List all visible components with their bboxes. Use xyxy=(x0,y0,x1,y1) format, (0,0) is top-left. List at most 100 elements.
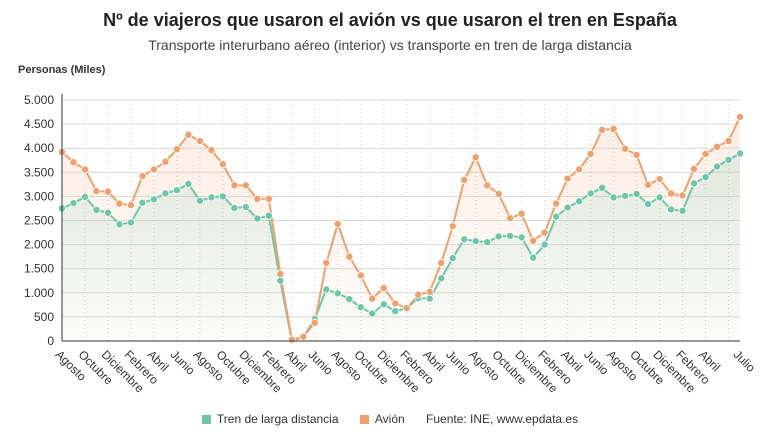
legend-label-avion: Avión xyxy=(374,411,405,426)
data-point-tren xyxy=(552,212,561,221)
data-point-avion xyxy=(678,191,687,200)
data-point-tren xyxy=(276,276,285,285)
data-point-avion xyxy=(667,189,676,198)
data-point-avion xyxy=(609,124,618,133)
data-point-tren xyxy=(724,155,733,164)
data-point-avion xyxy=(379,283,388,292)
data-point-tren xyxy=(425,294,434,303)
data-point-tren xyxy=(437,274,446,283)
data-point-tren xyxy=(483,238,492,247)
data-point-avion xyxy=(195,136,204,145)
x-tick-label: Julio xyxy=(731,347,759,375)
data-point-avion xyxy=(598,125,607,134)
data-point-tren xyxy=(621,191,630,200)
data-point-tren xyxy=(126,218,135,227)
data-point-tren xyxy=(678,206,687,215)
legend-item-tren: Tren de larga distancia xyxy=(201,412,339,426)
data-point-avion xyxy=(149,165,158,174)
data-point-tren xyxy=(655,193,664,202)
data-point-avion xyxy=(103,187,112,196)
data-point-avion xyxy=(115,199,124,208)
data-point-tren xyxy=(713,162,722,171)
x-tick-label: Junio xyxy=(581,347,611,377)
y-tick-label: 3.000 xyxy=(24,189,54,203)
data-point-avion xyxy=(655,175,664,184)
data-point-tren xyxy=(644,200,653,209)
data-point-avion xyxy=(425,287,434,296)
legend-swatch-avion xyxy=(359,414,369,424)
y-tick-label: 2.500 xyxy=(24,214,54,228)
data-point-tren xyxy=(264,211,273,220)
y-tick-label: 2.000 xyxy=(24,238,54,252)
data-point-tren xyxy=(529,253,538,262)
data-point-tren xyxy=(575,197,584,206)
data-point-avion xyxy=(529,236,538,245)
y-tick-label: 5.000 xyxy=(24,93,54,107)
y-axis-label: Personas (Miles) xyxy=(18,64,106,76)
data-point-avion xyxy=(356,271,365,280)
data-point-tren xyxy=(80,192,89,201)
data-point-avion xyxy=(241,181,250,190)
data-point-avion xyxy=(575,165,584,174)
data-point-avion xyxy=(207,146,216,155)
x-tick-label: Junio xyxy=(443,347,473,377)
data-point-avion xyxy=(540,228,549,237)
data-point-avion xyxy=(460,176,469,185)
data-point-avion xyxy=(310,318,319,327)
data-point-avion xyxy=(172,145,181,154)
data-point-tren xyxy=(138,198,147,207)
data-point-tren xyxy=(632,189,641,198)
data-point-tren xyxy=(690,179,699,188)
y-tick-label: 1.500 xyxy=(24,262,54,276)
data-point-tren xyxy=(241,203,250,212)
chart-title: Nº de viajeros que usaron el avión vs qu… xyxy=(103,10,677,30)
data-point-avion xyxy=(402,304,411,313)
data-point-avion xyxy=(701,149,710,158)
data-point-tren xyxy=(448,254,457,263)
data-point-tren xyxy=(184,179,193,188)
source-note: Fuente: INE, www.epdata.es xyxy=(426,411,579,426)
data-point-avion xyxy=(713,142,722,151)
legend-swatch-tren xyxy=(201,414,211,424)
y-tick-label: 500 xyxy=(34,310,54,324)
data-point-avion xyxy=(471,153,480,162)
series-area xyxy=(62,153,740,341)
data-point-avion xyxy=(368,294,377,303)
data-point-tren xyxy=(356,303,365,312)
data-point-avion xyxy=(69,158,78,167)
data-point-avion xyxy=(644,180,653,189)
data-point-avion xyxy=(126,201,135,210)
data-point-tren xyxy=(345,295,354,304)
x-tick-label: Junio xyxy=(168,347,198,377)
data-point-avion xyxy=(161,157,170,166)
data-point-avion xyxy=(437,258,446,267)
y-tick-label: 1.000 xyxy=(24,286,54,300)
data-point-tren xyxy=(540,240,549,249)
data-point-avion xyxy=(333,219,342,228)
data-point-avion xyxy=(218,160,227,169)
data-point-tren xyxy=(207,193,216,202)
y-tick-label: 4.500 xyxy=(24,117,54,131)
data-point-avion xyxy=(724,136,733,145)
data-point-tren xyxy=(609,193,618,202)
data-point-tren xyxy=(517,233,526,242)
data-point-tren xyxy=(195,196,204,205)
data-point-tren xyxy=(379,300,388,309)
data-point-avion xyxy=(230,181,239,190)
data-point-tren xyxy=(161,189,170,198)
data-point-avion xyxy=(552,199,561,208)
data-point-tren xyxy=(172,186,181,195)
data-point-tren xyxy=(253,214,262,223)
data-point-avion xyxy=(276,270,285,279)
data-point-avion xyxy=(287,335,296,344)
data-point-tren xyxy=(103,208,112,217)
data-point-avion xyxy=(690,164,699,173)
data-point-avion xyxy=(322,258,331,267)
chart-subtitle: Transporte interurbano aéreo (interior) … xyxy=(148,37,632,53)
data-point-tren xyxy=(494,232,503,241)
data-point-tren xyxy=(391,307,400,316)
data-point-avion xyxy=(184,130,193,139)
data-point-tren xyxy=(230,203,239,212)
